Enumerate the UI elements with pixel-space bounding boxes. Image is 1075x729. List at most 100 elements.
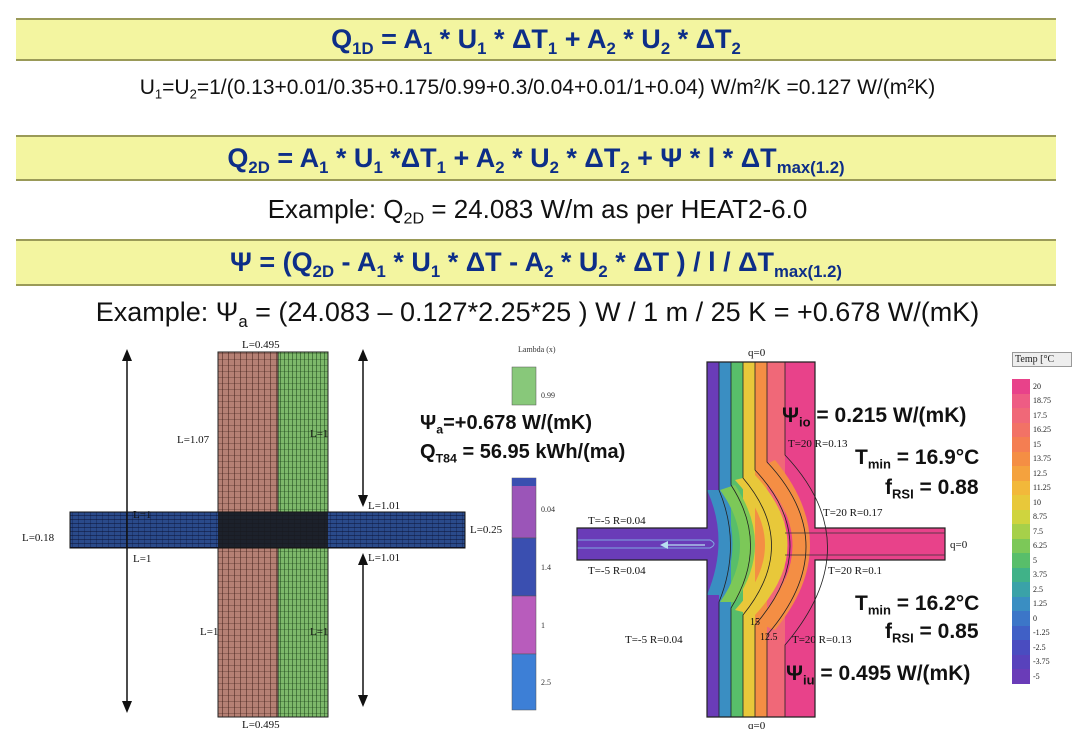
temp-legend-value: -3.75	[1033, 657, 1050, 667]
temp-legend-swatch	[1012, 509, 1030, 524]
temp-legend-value: 17.5	[1033, 410, 1047, 420]
temp-legend-swatch	[1012, 654, 1030, 669]
temp-legend-swatch	[1012, 596, 1030, 611]
q-top-label: q=0	[748, 347, 766, 359]
label-top: L=0.495	[242, 339, 280, 351]
temp-legend-swatch	[1012, 480, 1030, 495]
isoline-1	[718, 362, 731, 717]
temp-legend: Temp [°C 20 18.75 17.5 16.25 15 13.75 12.5 11.2…	[1012, 352, 1072, 697]
temp-legend-swatch	[1012, 437, 1030, 452]
bc-bottom-left-label: T=-5 R=0.04	[625, 634, 683, 646]
temp-legend-row: 18.75	[1012, 393, 1072, 408]
temp-legend-swatch	[1012, 379, 1030, 394]
label-right-upper: L=1	[310, 428, 328, 440]
temp-legend-value: 15	[1033, 439, 1041, 449]
temp-legend-value: 11.25	[1033, 483, 1051, 493]
temp-legend-value: 10	[1033, 497, 1041, 507]
q-right-label: q=0	[950, 539, 968, 551]
temp-legend-row: 7.5	[1012, 524, 1072, 539]
temp-legend-swatch	[1012, 538, 1030, 553]
psi-iu-result: Ψiu = 0.495 W/(mK)	[786, 662, 971, 688]
temp-legend-swatch	[1012, 408, 1030, 423]
right-arrow-upper-head-top	[358, 349, 368, 361]
q-bottom-label: q=0	[748, 720, 766, 729]
frsi2-result: fRSI = 0.85	[885, 620, 979, 646]
temp-legend-swatch	[1012, 611, 1030, 626]
temp-legend-row: -3.75	[1012, 654, 1072, 669]
temp-legend-value: 7.5	[1033, 526, 1043, 536]
lambda-value-4: 1	[541, 621, 545, 630]
label-left-lower: L=1	[200, 626, 218, 638]
temp-legend-row: 2.5	[1012, 582, 1072, 597]
thermal-diagram: q=0 q=0 q=0 T=-5 R=0.04 T=-5 R=0.04 T=-5…	[576, 347, 968, 729]
isoline-6	[784, 362, 828, 717]
q1d-formula-band: Q1D = A1 * U1 * ΔT1 + A2 * U2 * ΔT2	[16, 18, 1056, 61]
wall-outer-band	[707, 362, 719, 717]
lambda-value-5: 2.5	[541, 678, 551, 687]
isoline-2	[730, 362, 751, 717]
heat-flow-arrow-head	[660, 541, 668, 549]
label-h-lower-left: L=1	[133, 553, 151, 565]
temp-legend-row: 3.75	[1012, 567, 1072, 582]
left-arrow-head-top	[122, 349, 132, 361]
temp-legend-swatch	[1012, 669, 1030, 684]
temp-legend-row: 10	[1012, 495, 1072, 510]
temp-legend-value: -2.5	[1033, 642, 1046, 652]
temp-legend-swatch	[1012, 466, 1030, 481]
temp-legend-value: 18.75	[1033, 396, 1051, 406]
isoline-label-12-5: 12.5	[760, 632, 778, 643]
temp-legend-swatch	[1012, 553, 1030, 568]
lambda-swatch-4	[511, 595, 537, 655]
q2d-formula-band: Q2D = A1 * U1 *ΔT1 + A2 * U2 * ΔT2 + Ψ *…	[16, 135, 1056, 181]
temp-legend-row: 5	[1012, 553, 1072, 568]
isoline-4	[754, 362, 791, 717]
q-t84-result: QT84 = 56.95 kWh/(ma)	[420, 441, 626, 466]
temp-legend-swatch	[1012, 640, 1030, 655]
temp-legend-value: 1.25	[1033, 599, 1047, 609]
temp-legend-rows: 20 18.75 17.5 16.25 15 13.75 12.5 11.25 10 8.75 7.…	[1012, 379, 1072, 684]
temp-legend-value: 5	[1033, 555, 1037, 565]
bc-lower-left-label: T=-5 R=0.04	[588, 565, 646, 577]
temp-legend-row: 17.5	[1012, 408, 1072, 423]
label-h-upper-right: L=1.01	[368, 500, 400, 512]
temp-legend-swatch	[1012, 625, 1030, 640]
bc-top-inner-label: T=20 R=0.13	[788, 438, 848, 450]
temp-legend-row: -2.5	[1012, 640, 1072, 655]
slab-cold-zone	[577, 528, 707, 560]
temp-legend-swatch	[1012, 422, 1030, 437]
temp-legend-row: 1.25	[1012, 596, 1072, 611]
junction-bulge-orange	[755, 460, 810, 630]
right-arrow-lower-head-bottom	[358, 695, 368, 707]
wall-band-3	[731, 362, 743, 717]
mesh-diagram: L=0.495 L=0.495 L=1.07 L=1 L=1 L=1 L=1.0…	[22, 339, 503, 729]
temp-legend-value: 16.25	[1033, 425, 1051, 435]
psi-io-result: Ψio = 0.215 W/(mK)	[782, 404, 967, 430]
junction-bulge-yellow	[735, 475, 788, 615]
label-h-upper-left: L=1	[133, 509, 151, 521]
lambda-value-3: 1.4	[541, 563, 551, 572]
temp-legend-value: 6.25	[1033, 541, 1047, 551]
temp-legend-row: 13.75	[1012, 451, 1072, 466]
lambda-swatch-2-top	[512, 478, 536, 486]
temp-legend-row: 0	[1012, 611, 1072, 626]
temp-legend-swatch	[1012, 451, 1030, 466]
bc-right-lower-label: T=20 R=0.1	[828, 565, 882, 577]
lambda-swatch-5	[511, 653, 537, 711]
label-right-lower: L=1	[310, 626, 328, 638]
left-arrow-head-bottom	[122, 701, 132, 713]
lambda-legend: Lambda (x) 0.99 0.04 1.4 1 2.5	[511, 345, 556, 711]
u-value-line: U1=U2=1/(0.13+0.01/0.35+0.175/0.99+0.3/0…	[139, 76, 936, 102]
temp-legend-title: Temp [°C	[1012, 352, 1072, 367]
label-bottom: L=0.495	[242, 719, 280, 729]
tmin1-result: Tmin = 16.9°C	[855, 446, 980, 472]
temp-legend-swatch	[1012, 567, 1030, 582]
isoline-label-15: 15	[750, 617, 760, 628]
temp-legend-swatch	[1012, 524, 1030, 539]
temp-legend-row: -5	[1012, 669, 1072, 684]
temp-legend-row: 20	[1012, 379, 1072, 394]
temp-legend-swatch	[1012, 393, 1030, 408]
temp-legend-value: 13.75	[1033, 454, 1051, 464]
temp-legend-row: 8.75	[1012, 509, 1072, 524]
lambda-swatch-2	[511, 477, 537, 539]
tmin2-result: Tmin = 16.2°C	[855, 592, 980, 618]
